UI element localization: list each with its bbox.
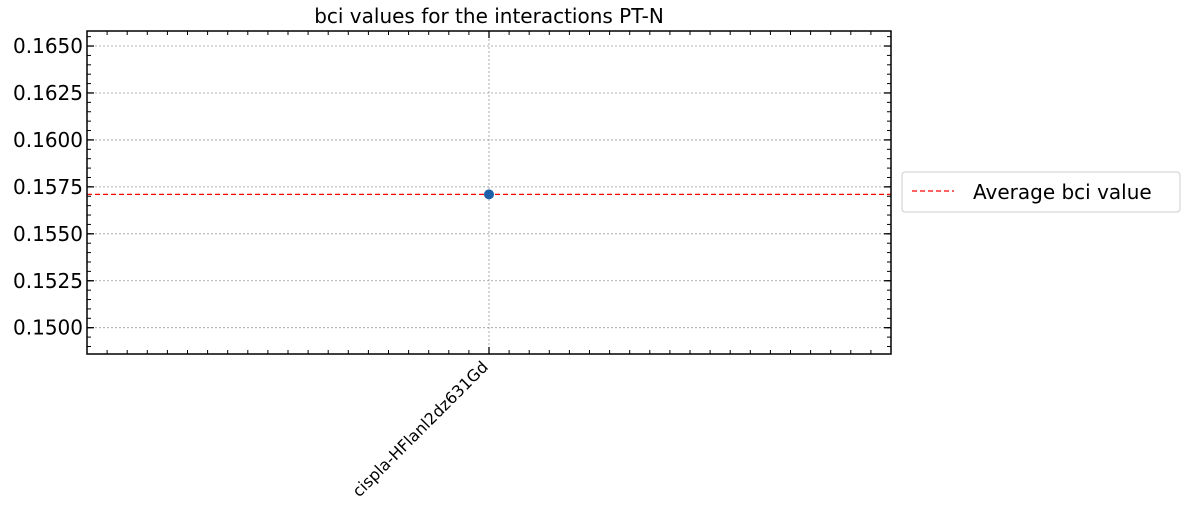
y-tick-label: 0.1500 bbox=[13, 316, 83, 340]
legend-label-average: Average bci value bbox=[973, 180, 1152, 204]
chart-title: bci values for the interactions PT-N bbox=[314, 4, 664, 28]
y-axis-tick-labels: 0.1500 0.1525 0.1550 0.1575 0.1600 0.1625 0.16… bbox=[13, 34, 83, 340]
y-tick-label: 0.1625 bbox=[13, 81, 83, 105]
y-tick-label: 0.1600 bbox=[13, 128, 83, 152]
data-point bbox=[484, 189, 494, 200]
legend-box bbox=[901, 171, 1181, 213]
y-tick-label: 0.1575 bbox=[13, 175, 83, 199]
data-points bbox=[484, 189, 494, 200]
legend: Average bci value bbox=[901, 171, 1181, 213]
x-tick-label: cispla-HFlanl2dz631Gd bbox=[349, 357, 492, 500]
y-tick-label: 0.1550 bbox=[13, 222, 83, 246]
y-tick-label: 0.1525 bbox=[13, 269, 83, 293]
axis-ticks bbox=[86, 31, 892, 354]
y-tick-label: 0.1650 bbox=[13, 34, 83, 58]
x-axis-tick-labels: cispla-HFlanl2dz631Gd bbox=[349, 357, 492, 500]
grid bbox=[87, 31, 891, 354]
